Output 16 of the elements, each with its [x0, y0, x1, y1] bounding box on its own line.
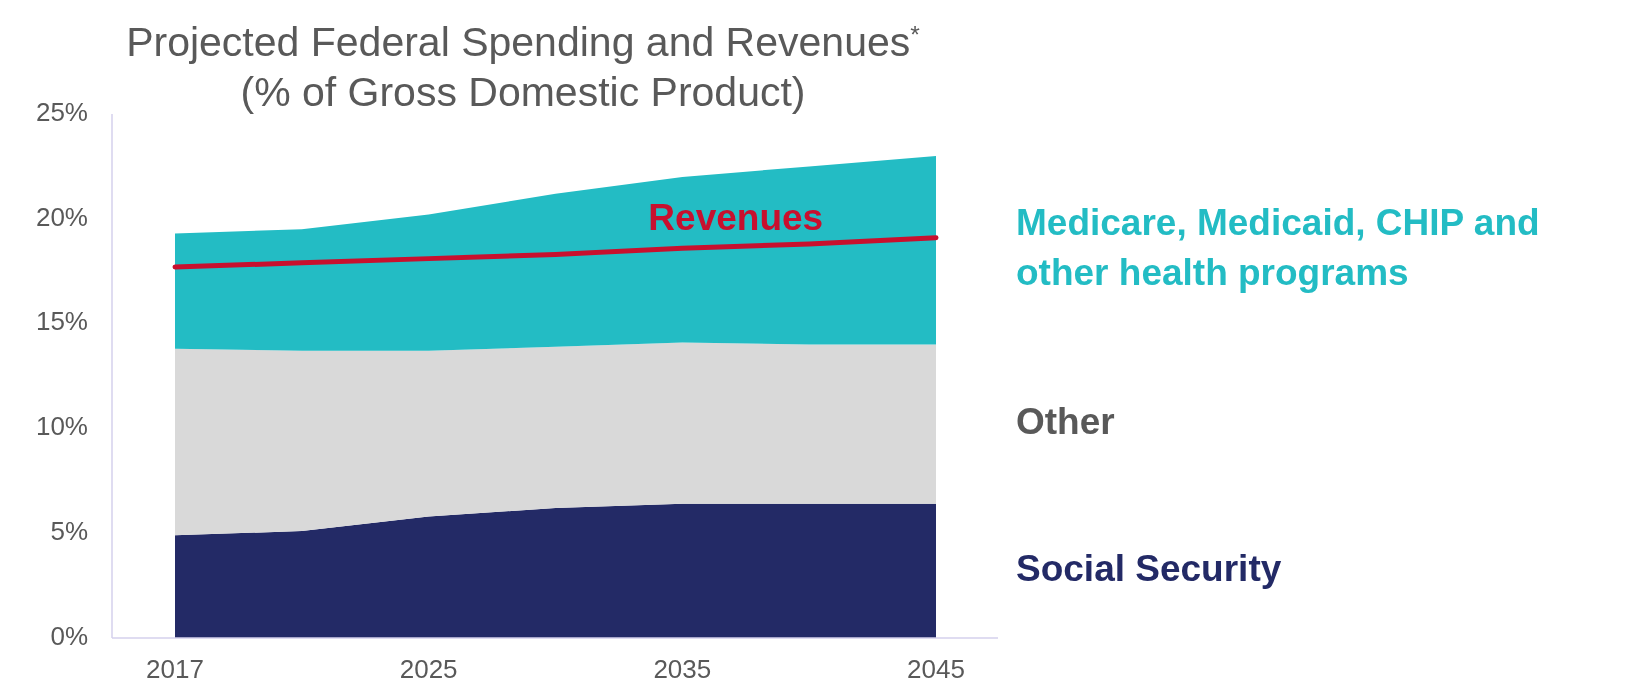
x-tick-label: 2045 — [907, 654, 965, 684]
text: Social Security — [1016, 547, 1282, 589]
y-tick-label: 5% — [50, 516, 88, 547]
y-tick-label: 25% — [35, 96, 88, 127]
x-tick-label: 2025 — [399, 654, 458, 684]
text: Medicare, Medicaid, CHIP and other health programs — [1016, 202, 1540, 294]
y-tick-label: 0% — [50, 620, 88, 651]
series-label: Revenues — [648, 197, 824, 239]
y-tick-label: 10% — [35, 411, 88, 442]
y-tick-label: 20% — [35, 201, 88, 232]
x-tick-label: 2017 — [146, 654, 204, 684]
chart-title: Projected Federal Spending and Revenues$^{*}$ — [126, 19, 921, 65]
text: Other — [1016, 400, 1115, 442]
chart-subtitle: (% of Gross Domestic Product) — [240, 69, 806, 115]
y-tick-label: 15% — [35, 306, 88, 337]
x-tick-label: 2035 — [653, 654, 712, 684]
